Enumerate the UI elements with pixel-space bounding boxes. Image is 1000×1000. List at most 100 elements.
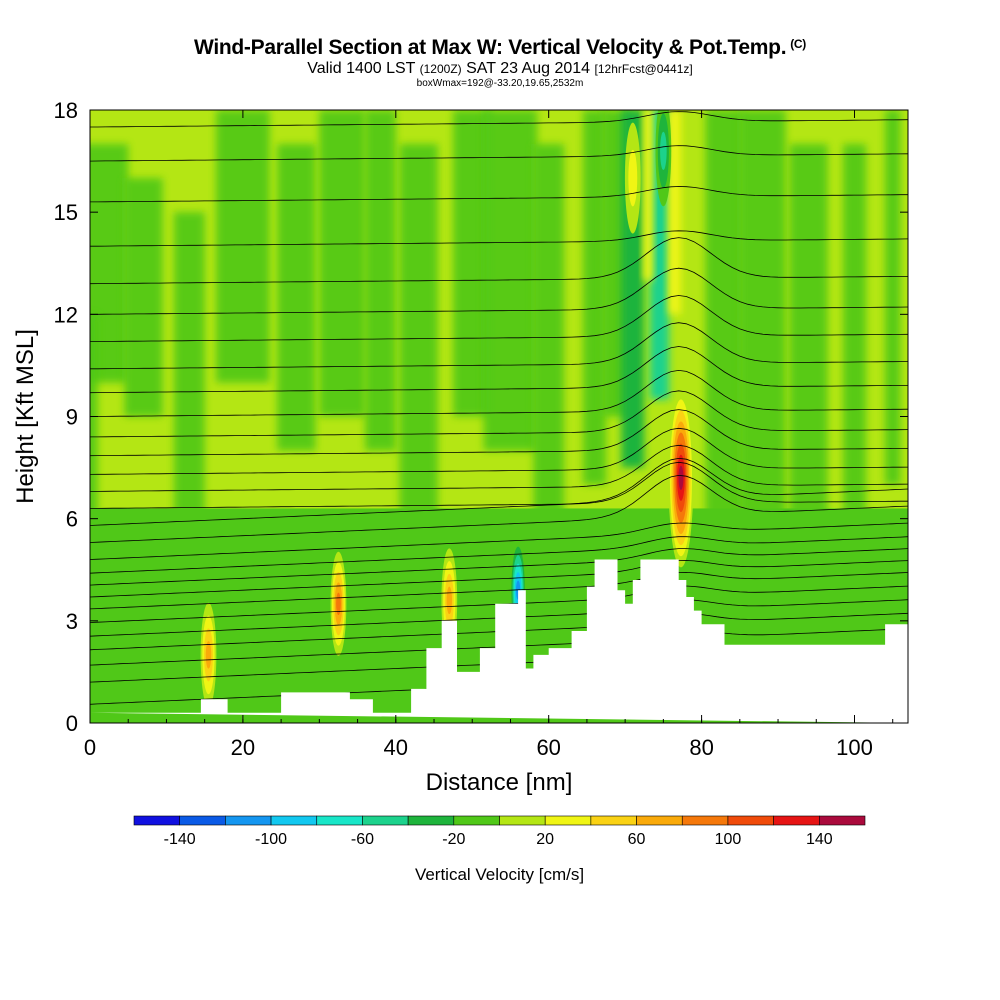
y-tick-label: 0 bbox=[66, 711, 78, 736]
weak-downdraft-band bbox=[216, 110, 270, 383]
y-tick-label: 3 bbox=[66, 609, 78, 634]
weak-downdraft-band bbox=[583, 110, 607, 485]
axes: 0 20 40 60 80 100 0 3 6 9 12 15 18 bbox=[54, 98, 908, 760]
x-tick-label: 0 bbox=[84, 735, 96, 760]
y-tick-label: 9 bbox=[66, 405, 78, 430]
low-updraft-core bbox=[446, 586, 453, 615]
theta-contour-line bbox=[90, 237, 908, 285]
colorbar-swatch bbox=[453, 815, 500, 826]
x-tick-label: 80 bbox=[689, 735, 713, 760]
weak-downdraft-band bbox=[843, 144, 866, 553]
theta-contour-line bbox=[90, 461, 908, 509]
colorbar-label: Vertical Velocity [cm/s] bbox=[415, 865, 584, 884]
theta-contour-line bbox=[90, 536, 908, 574]
theta-contours bbox=[90, 111, 908, 705]
theta-contour-line bbox=[90, 427, 908, 475]
theta-contour-line bbox=[90, 560, 908, 598]
x-axis-label: Distance [nm] bbox=[426, 769, 573, 796]
colorbar-swatch bbox=[590, 815, 637, 826]
colorbar-swatch bbox=[773, 815, 820, 826]
weak-downdraft-band bbox=[124, 178, 163, 417]
colorbar-swatch bbox=[362, 815, 409, 826]
subtitle-date: SAT 23 Aug 2014 bbox=[466, 60, 591, 77]
colorbar-swatch bbox=[179, 815, 226, 826]
x-tick-label: 20 bbox=[231, 735, 255, 760]
theta-contour-line bbox=[90, 145, 908, 162]
colorbar: -140 -100 -60 -20 20 60 100 140 bbox=[133, 815, 866, 848]
x-tick-label: 60 bbox=[536, 735, 560, 760]
y-tick-label: 18 bbox=[54, 98, 78, 123]
theta-contour-line bbox=[90, 444, 908, 492]
weak-downdraft-band bbox=[90, 144, 129, 383]
theta-contour-line bbox=[90, 409, 908, 457]
y-axis-label: Height [Kft MSL] bbox=[12, 329, 39, 504]
theta-contour-line bbox=[90, 571, 908, 610]
colorbar-tick-label: -100 bbox=[255, 831, 287, 848]
low-updraft-core bbox=[205, 641, 212, 669]
theta-contour-line bbox=[90, 230, 908, 247]
weak-downdraft-band bbox=[739, 110, 786, 587]
theta-contour-line bbox=[90, 548, 908, 586]
colorbar-swatch bbox=[681, 815, 729, 826]
theta-contour-line bbox=[90, 295, 908, 342]
colorbar-tick-label: 60 bbox=[628, 831, 646, 848]
velocity-bands bbox=[90, 110, 908, 723]
convective-column-band bbox=[668, 110, 681, 315]
weak-downdraft-band bbox=[399, 144, 438, 519]
subtitle-valid-time: Valid 1400 LST bbox=[307, 60, 416, 77]
theta-contour-line bbox=[90, 457, 908, 526]
terrain-mask bbox=[90, 559, 908, 723]
colorbar-swatch bbox=[270, 815, 318, 826]
subtitle-utc-time: (1200Z) bbox=[419, 62, 462, 76]
y-tick-label: 6 bbox=[66, 507, 78, 532]
colorbar-swatch bbox=[225, 815, 272, 826]
weak-downdraft-band bbox=[277, 144, 316, 451]
theta-contour-line bbox=[90, 267, 908, 315]
theta-contour-line bbox=[90, 186, 908, 203]
velocity-features bbox=[200, 110, 694, 707]
y-tick-label: 15 bbox=[54, 200, 78, 225]
weak-downdraft-band bbox=[705, 110, 744, 519]
colorbar-swatch bbox=[316, 815, 363, 826]
colorbar-tick-label: 20 bbox=[536, 831, 554, 848]
colorbar-swatch bbox=[636, 815, 683, 826]
subtitle-forecast: [12hrFcst@0441z] bbox=[594, 62, 693, 76]
x-tick-label: 100 bbox=[836, 735, 873, 760]
chart-subtitle: Valid 1400 LST (1200Z) SAT 23 Aug 2014 [… bbox=[0, 60, 1000, 78]
colorbar-swatch bbox=[727, 815, 774, 826]
weak-downdraft-band bbox=[885, 110, 901, 485]
theta-contour-line bbox=[90, 111, 908, 128]
y-tick-label: 12 bbox=[54, 302, 78, 327]
colorbar-tick-label: -140 bbox=[164, 831, 196, 848]
chart-note: boxWmax=192@-33.20,19.65,2532m bbox=[416, 78, 584, 89]
theta-contour-line bbox=[90, 322, 908, 370]
chart-title: Wind-Parallel Section at Max W: Vertical… bbox=[0, 36, 1000, 60]
theta-contour-line bbox=[90, 474, 908, 543]
main-updraft-core bbox=[678, 465, 684, 490]
upper-downdraft-core bbox=[660, 131, 667, 171]
colorbar-swatch bbox=[133, 815, 180, 826]
theta-contour-line bbox=[90, 346, 908, 394]
colorbar-swatch bbox=[819, 815, 866, 826]
colorbar-tick-label: -60 bbox=[351, 831, 374, 848]
colorbar-tick-label: -20 bbox=[442, 831, 465, 848]
colorbar-tick-label: 100 bbox=[715, 831, 742, 848]
x-tick-label: 40 bbox=[384, 735, 408, 760]
plot-area bbox=[90, 110, 908, 723]
weak-downdraft-band bbox=[533, 144, 564, 519]
theta-contour-line bbox=[90, 390, 908, 438]
upper-updraft-core bbox=[628, 149, 638, 207]
theta-contour-line bbox=[90, 522, 908, 560]
weak-downdraft-band bbox=[90, 314, 98, 638]
chart-title-tag: (C) bbox=[790, 37, 806, 51]
chart-title-text: Wind-Parallel Section at Max W: Vertical… bbox=[194, 36, 787, 59]
colorbar-swatch bbox=[544, 815, 592, 826]
colorbar-tick-label: 140 bbox=[806, 831, 833, 848]
theta-contour-line bbox=[90, 369, 908, 417]
weak-downdraft-band bbox=[319, 110, 366, 417]
convective-column-band bbox=[643, 110, 653, 281]
weak-downdraft-band bbox=[789, 144, 828, 519]
weak-downdraft-band bbox=[365, 110, 396, 451]
colorbar-swatch bbox=[407, 815, 455, 826]
